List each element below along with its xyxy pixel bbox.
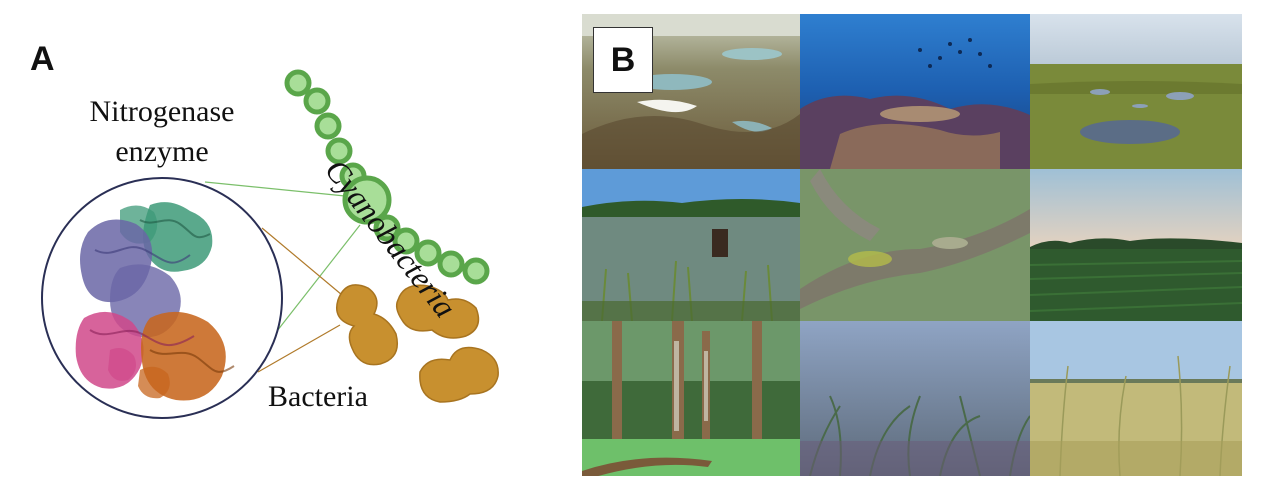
enzyme-label-line1: Nitrogenase xyxy=(89,95,235,128)
mossy-forest-photo xyxy=(582,321,800,476)
connector-line xyxy=(257,324,341,373)
panel-b-habitat-grid: B xyxy=(582,14,1242,476)
panel-a: A Nitrogenase enzyme Cyanobacteria Bacte… xyxy=(0,0,560,492)
bacteria-cells xyxy=(336,284,499,403)
nitrogen-fixation-diagram xyxy=(41,69,499,419)
nitrogenase-enzyme-label: Nitrogenase enzyme xyxy=(62,92,262,172)
panel-a-label: A xyxy=(30,40,55,78)
lichen-branch-photo xyxy=(800,169,1030,321)
cyanobacteria-chain xyxy=(284,69,490,285)
panel-b-label: B xyxy=(593,27,653,93)
enzyme-label-line2: enzyme xyxy=(115,135,209,168)
coral-reef-photo xyxy=(800,14,1030,169)
nitrogenase-protein-structure xyxy=(75,202,235,401)
pond-marsh-photo xyxy=(582,169,800,321)
bacteria-label: Bacteria xyxy=(268,380,368,413)
connector-line xyxy=(261,227,349,301)
bog-wetland-photo xyxy=(1030,14,1242,169)
connector-line xyxy=(204,181,366,199)
grassland-photo xyxy=(1030,321,1242,476)
connector-line xyxy=(269,224,361,341)
seagrass-photo xyxy=(800,321,1030,476)
crop-field-photo xyxy=(1030,169,1242,321)
